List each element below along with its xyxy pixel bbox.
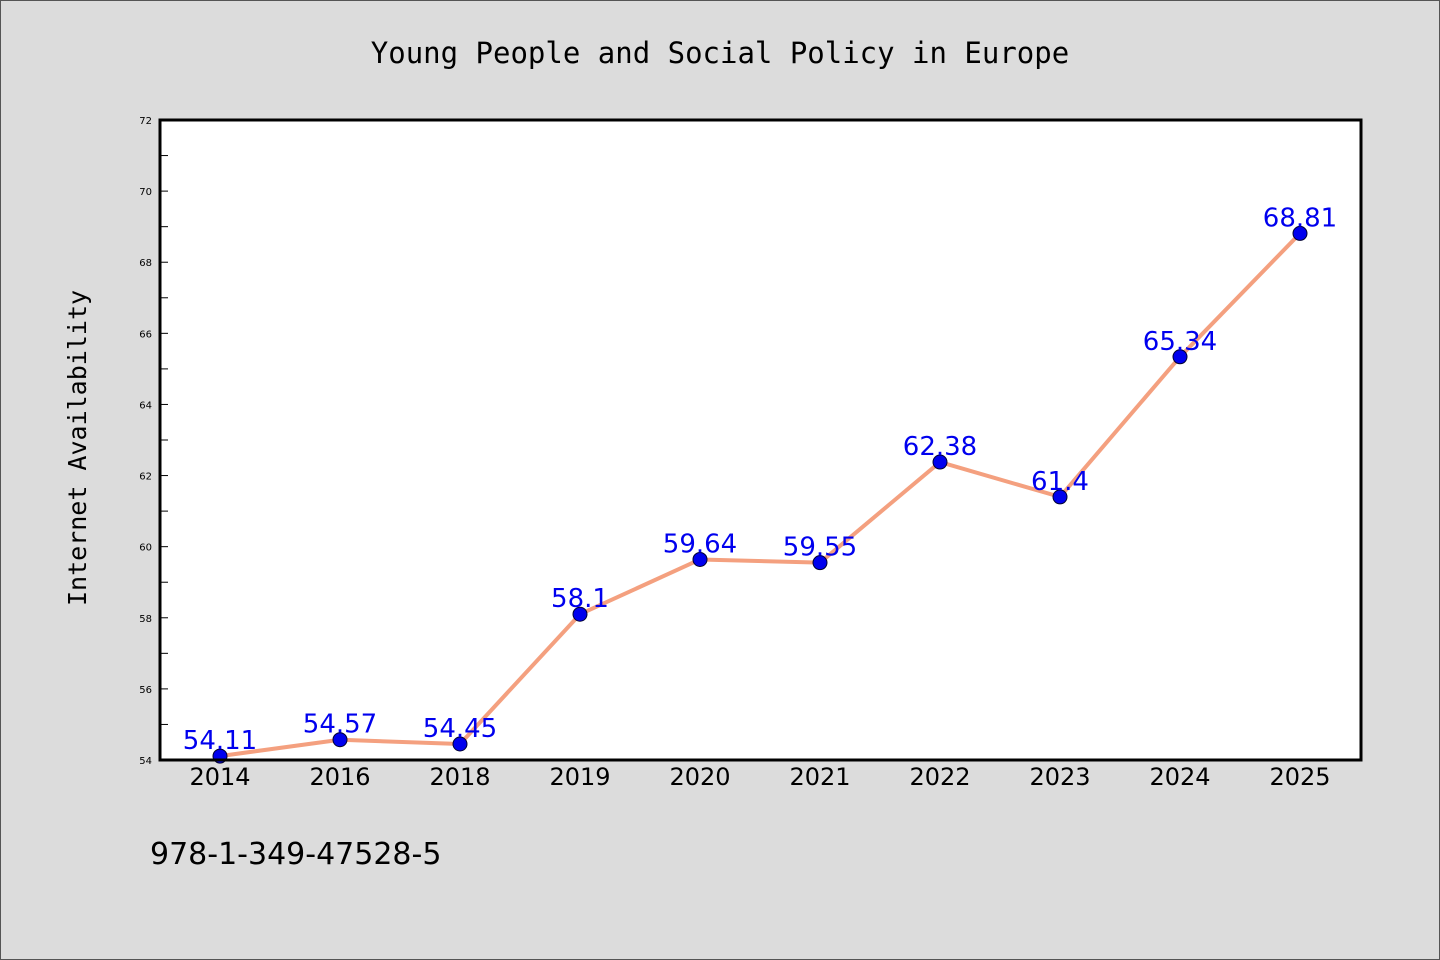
plot-border (158, 118, 1363, 762)
data-point (572, 606, 588, 622)
data-label: 58.1 (551, 584, 609, 614)
data-point (812, 555, 828, 571)
data-label: 54.11 (183, 726, 257, 756)
y-tick-label: 62 (139, 472, 152, 483)
data-point (1292, 225, 1308, 241)
data-label: 59.64 (663, 529, 737, 559)
data-point (452, 736, 468, 752)
x-tick-label: 2023 (1029, 763, 1090, 791)
data-label: 62.38 (903, 432, 977, 462)
x-tick-label: 2019 (549, 763, 610, 791)
y-axis-label: Internet Availability (63, 290, 92, 606)
data-label: 59.55 (783, 533, 857, 563)
data-point (332, 732, 348, 748)
y-tick-label: 70 (139, 187, 152, 198)
x-tick-label: 2025 (1269, 763, 1330, 791)
y-tick-label: 64 (139, 400, 152, 411)
x-tick-label: 2014 (189, 763, 250, 791)
y-tick-label: 56 (139, 685, 152, 696)
plot-area: 54 56 58 60 62 64 66 68 70 72 2014 2016 2018 2019 2020… (139, 116, 1363, 791)
y-tick-label: 60 (139, 543, 152, 554)
x-tick-label: 2018 (429, 763, 490, 791)
data-label: 61.4 (1031, 467, 1089, 497)
data-point (1172, 349, 1188, 365)
y-tick-label: 68 (139, 258, 152, 269)
y-tick-label: 66 (139, 329, 152, 340)
data-point (692, 551, 708, 567)
data-point (1052, 489, 1068, 505)
data-point (932, 454, 948, 470)
data-label: 54.45 (423, 714, 497, 744)
series-line (218, 231, 1302, 759)
y-tick-label: 54 (139, 756, 152, 767)
data-label: 68.81 (1263, 203, 1337, 233)
x-tick-label: 2021 (789, 763, 850, 791)
plot-background (160, 120, 1361, 760)
x-tick-label: 2022 (909, 763, 970, 791)
y-tick-label: 72 (139, 116, 152, 127)
x-tick-label: 2024 (1149, 763, 1210, 791)
x-tick-label: 2020 (669, 763, 730, 791)
data-label: 54.57 (303, 710, 377, 740)
y-tick-label: 58 (139, 614, 152, 625)
chart-title: Young People and Social Policy in Europe (371, 36, 1069, 70)
isbn-annotation: 978-1-349-47528-5 (150, 837, 441, 872)
x-tick-label: 2016 (309, 763, 370, 791)
data-label: 65.34 (1143, 327, 1217, 357)
